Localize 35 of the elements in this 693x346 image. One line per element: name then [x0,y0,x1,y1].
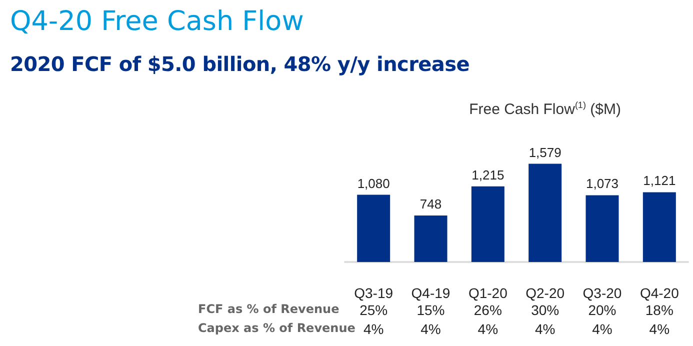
x-tick-label: Q2-20 [526,285,565,301]
text: 4% [478,321,498,337]
x-tick-label: Q4-20 [640,285,680,301]
chart-subtitle: 2020 FCF of $5.0 billion, 48% y/y increase [10,52,470,76]
text: 4% [649,321,670,337]
bar [357,194,390,262]
text: 18% [645,302,674,318]
bar [528,164,562,262]
x-tick-label: Q1-20 [468,285,508,301]
y-axis-title: Free Cash Flow$^{(1)}$ ($M) [468,100,622,118]
data-label: 1,579 [528,144,562,160]
text: 20% [588,302,616,318]
x-tick-label: Q4-19 [411,285,450,301]
text: 4% [420,321,441,337]
x-tick-label: Q3-20 [582,285,622,301]
chart-title: Q4-20 Free Cash Flow [10,6,304,37]
bar [586,195,619,262]
bar [414,215,448,262]
x-tick-label: Q3-19 [354,285,394,301]
bar [471,186,504,262]
text: 26% [474,302,502,318]
text: 30% [531,302,560,318]
data-label: 748 [420,196,442,212]
bar [642,192,676,262]
text: 4% [363,321,384,337]
data-label: 1,073 [586,176,619,192]
text: 25% [360,302,388,318]
text: 4% [592,321,612,337]
text: Capex as % of Revenue [198,321,356,335]
text: 15% [416,302,445,318]
text: FCF as % of Revenue [198,302,340,316]
text: 4% [534,321,556,337]
data-label: 1,121 [643,173,676,188]
data-label: 1,215 [472,167,504,182]
data-label: 1,080 [357,176,390,191]
